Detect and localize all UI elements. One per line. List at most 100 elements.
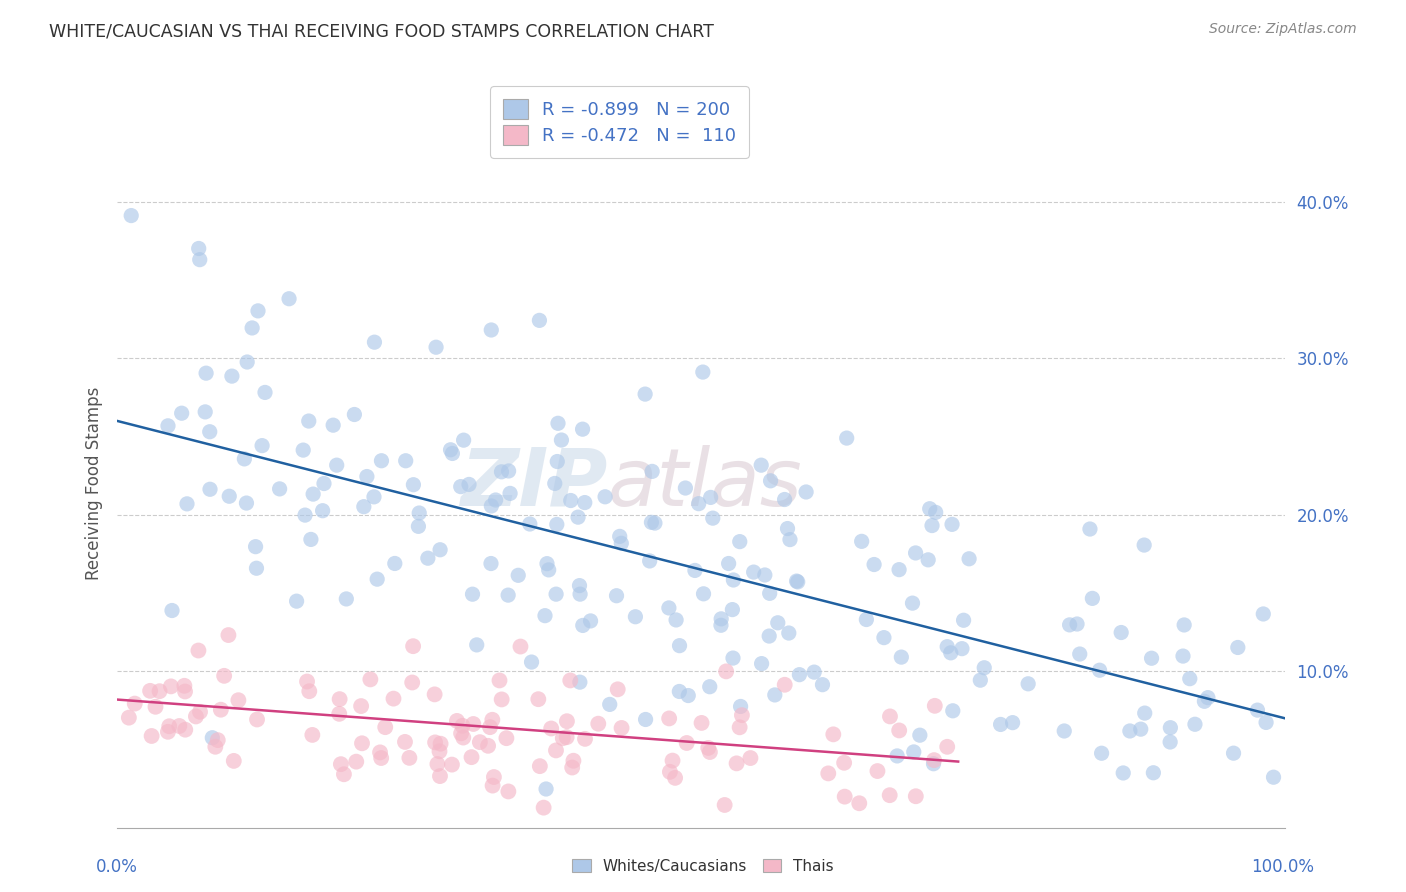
Point	[702, 511, 724, 525]
Point	[728, 720, 751, 734]
Point	[534, 782, 557, 797]
Point	[773, 492, 796, 507]
Point	[1078, 522, 1101, 536]
Point	[973, 661, 995, 675]
Point	[398, 751, 420, 765]
Point	[579, 614, 602, 628]
Point	[278, 292, 301, 306]
Point	[1159, 721, 1181, 735]
Point	[759, 474, 782, 488]
Point	[832, 756, 855, 770]
Point	[156, 724, 179, 739]
Point	[634, 387, 657, 401]
Point	[823, 727, 845, 741]
Point	[468, 735, 491, 749]
Point	[690, 715, 713, 730]
Point	[356, 469, 378, 483]
Point	[904, 546, 927, 560]
Point	[451, 719, 474, 733]
Point	[269, 482, 291, 496]
Text: atlas: atlas	[607, 444, 803, 523]
Point	[668, 684, 690, 698]
Point	[157, 719, 180, 733]
Point	[485, 493, 508, 508]
Point	[1142, 765, 1164, 780]
Point	[145, 699, 167, 714]
Point	[941, 517, 963, 532]
Point	[537, 563, 560, 577]
Point	[571, 618, 593, 632]
Point	[758, 629, 780, 643]
Point	[924, 698, 946, 713]
Point	[1133, 706, 1156, 720]
Point	[139, 683, 162, 698]
Point	[479, 720, 502, 734]
Point	[198, 425, 221, 439]
Point	[811, 678, 834, 692]
Point	[368, 745, 391, 759]
Point	[917, 553, 939, 567]
Point	[1059, 618, 1081, 632]
Point	[561, 760, 583, 774]
Point	[721, 651, 744, 665]
Point	[188, 705, 211, 719]
Point	[699, 491, 721, 505]
Point	[901, 596, 924, 610]
Point	[198, 483, 221, 497]
Point	[546, 517, 568, 532]
Point	[1129, 722, 1152, 736]
Point	[560, 493, 582, 508]
Point	[534, 608, 557, 623]
Point	[491, 465, 513, 479]
Point	[644, 516, 666, 530]
Point	[1119, 723, 1142, 738]
Point	[1254, 715, 1277, 730]
Point	[233, 451, 256, 466]
Point	[222, 754, 245, 768]
Point	[359, 673, 381, 687]
Point	[402, 477, 425, 491]
Point	[921, 518, 943, 533]
Point	[683, 564, 706, 578]
Point	[363, 335, 385, 350]
Point	[481, 779, 503, 793]
Point	[187, 643, 209, 657]
Point	[408, 519, 430, 533]
Point	[1140, 651, 1163, 665]
Point	[482, 770, 505, 784]
Point	[343, 408, 366, 422]
Point	[333, 767, 356, 781]
Point	[544, 743, 567, 757]
Point	[904, 789, 927, 804]
Point	[609, 529, 631, 543]
Point	[908, 728, 931, 742]
Point	[374, 720, 396, 734]
Point	[508, 568, 530, 582]
Point	[536, 557, 558, 571]
Point	[463, 717, 485, 731]
Point	[429, 542, 451, 557]
Point	[1263, 770, 1285, 784]
Point	[301, 728, 323, 742]
Point	[195, 366, 218, 380]
Point	[429, 769, 451, 783]
Point	[890, 650, 912, 665]
Point	[302, 487, 325, 501]
Point	[401, 675, 423, 690]
Point	[498, 464, 520, 478]
Text: WHITE/CAUCASIAN VS THAI RECEIVING FOOD STAMPS CORRELATION CHART: WHITE/CAUCASIAN VS THAI RECEIVING FOOD S…	[49, 22, 714, 40]
Point	[740, 751, 762, 765]
Point	[922, 753, 945, 767]
Point	[363, 490, 385, 504]
Point	[873, 631, 896, 645]
Point	[141, 729, 163, 743]
Point	[754, 568, 776, 582]
Legend: Whites/Caucasians, Thais: Whites/Caucasians, Thais	[567, 853, 839, 880]
Point	[174, 723, 197, 737]
Point	[731, 708, 754, 723]
Point	[879, 709, 901, 723]
Text: 100.0%: 100.0%	[1251, 858, 1315, 876]
Point	[665, 613, 688, 627]
Point	[441, 446, 464, 460]
Point	[458, 477, 481, 491]
